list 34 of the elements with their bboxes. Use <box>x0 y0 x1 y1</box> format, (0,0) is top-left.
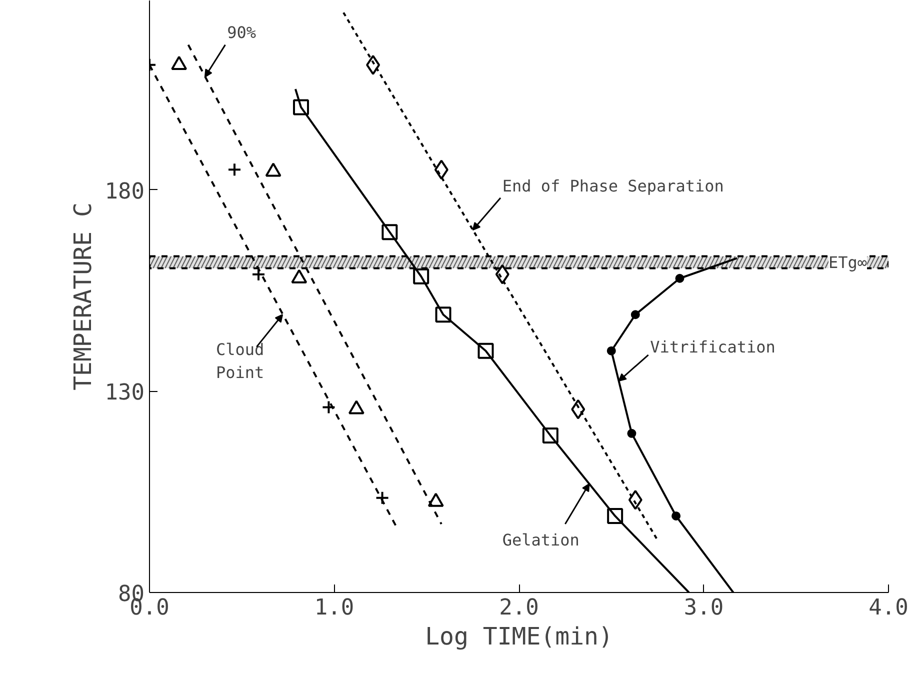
annotation: Vitrification <box>650 337 776 356</box>
annotation: Gelation <box>502 530 580 550</box>
x-tick-label: 4.0 <box>868 596 908 620</box>
point <box>606 346 616 356</box>
y-tick-label: 130 <box>104 380 145 406</box>
point <box>252 267 266 282</box>
point <box>630 310 640 320</box>
point <box>628 490 642 510</box>
annotation: Cloud Point <box>216 340 264 382</box>
annotation: End of Phase Separation <box>502 176 724 196</box>
band-label: ETg∞ <box>828 252 868 272</box>
point <box>366 54 380 75</box>
point <box>434 160 448 180</box>
x-tick-label: 3.0 <box>684 596 724 620</box>
point <box>607 508 624 524</box>
point <box>322 400 336 414</box>
point <box>675 274 684 283</box>
y-tick-label: 180 <box>104 179 145 204</box>
point <box>292 99 309 116</box>
point <box>227 162 242 177</box>
y-axis-title: TEMPERATURE C <box>68 202 97 390</box>
point <box>382 224 398 240</box>
point <box>571 399 586 420</box>
point <box>627 428 636 438</box>
point <box>435 306 452 323</box>
point <box>672 511 681 520</box>
annotation: 90% <box>227 23 256 42</box>
point <box>375 490 390 505</box>
point <box>542 427 558 444</box>
point <box>478 342 494 359</box>
point <box>413 268 430 284</box>
x-axis-title: Log TIME(min) <box>425 622 613 650</box>
x-tick-label: 2.0 <box>499 596 539 620</box>
x-tick-label: 1.0 <box>314 596 354 620</box>
